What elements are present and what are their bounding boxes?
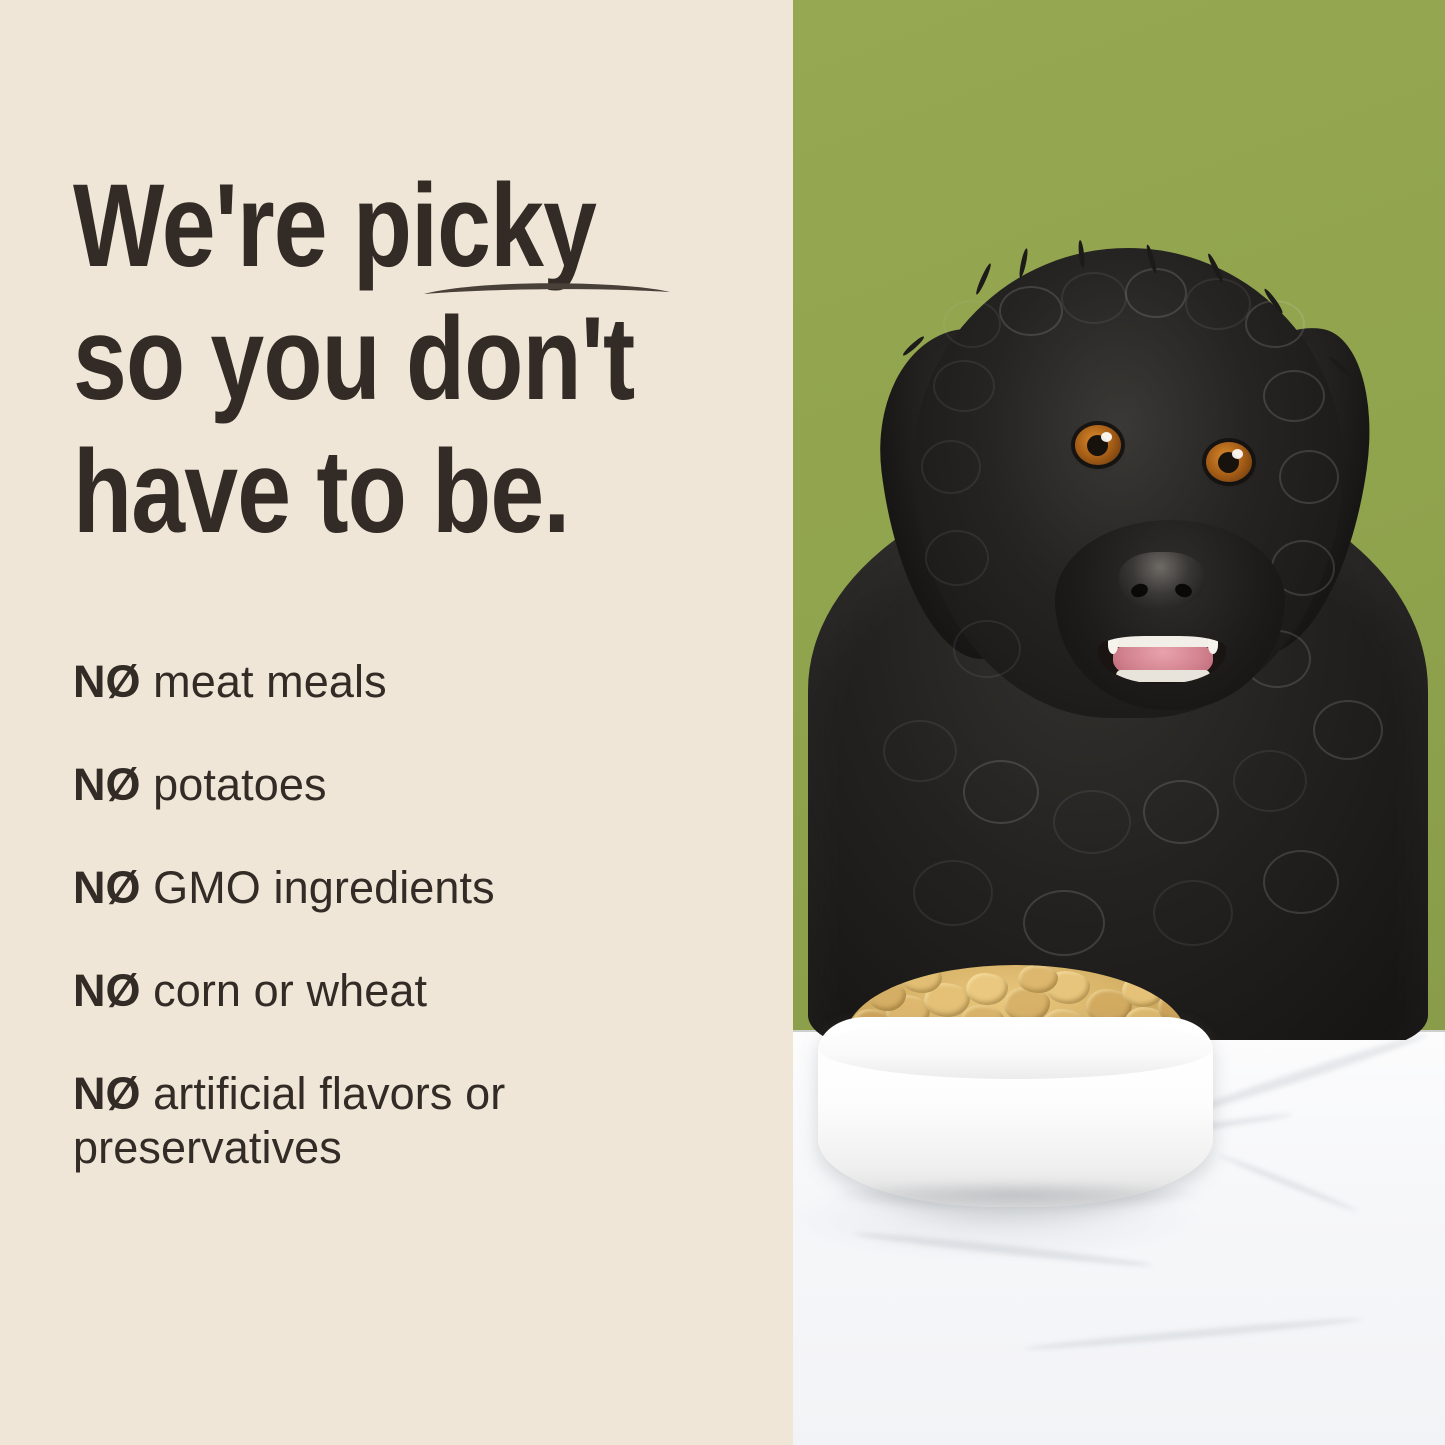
dog-nose [1119, 552, 1205, 610]
claim-prefix: NØ [73, 862, 141, 913]
bowl-rim [818, 1017, 1213, 1079]
claim-prefix: NØ [73, 965, 141, 1016]
claim-text: artificial flavors or preservatives [73, 1068, 506, 1173]
headline-line-2: so you don't [73, 293, 635, 425]
claims-list: NØ meat meals NØ potatoes NØ GMO ingredi… [73, 655, 773, 1175]
claim-text: potatoes [153, 759, 327, 810]
dog-eye-left [1075, 425, 1121, 465]
dog-teeth-lower [1116, 670, 1210, 682]
claim-text: GMO ingredients [153, 862, 495, 913]
list-item: NØ corn or wheat [73, 964, 773, 1018]
page-title: We're picky so you don't have to be. [73, 160, 647, 559]
claim-prefix: NØ [73, 759, 141, 810]
dog-mouth [1098, 636, 1226, 684]
ceramic-bowl [818, 1017, 1213, 1207]
claim-text: meat meals [153, 656, 387, 707]
list-item: NØ meat meals [73, 655, 773, 709]
list-item: NØ artificial flavors or preservatives [73, 1067, 773, 1175]
dog-photo [793, 0, 1445, 1040]
dog-food-bowl [818, 965, 1213, 1210]
product-photo-panel [793, 0, 1445, 1445]
dog-teeth-upper [1110, 636, 1216, 647]
claim-text: corn or wheat [153, 965, 428, 1016]
dog-fang-left [1108, 636, 1118, 654]
headline-line-1: We're picky [73, 160, 597, 292]
claim-prefix: NØ [73, 656, 141, 707]
list-item: NØ GMO ingredients [73, 861, 773, 915]
copy-panel: We're picky so you don't have to be. NØ … [0, 0, 793, 1445]
dog-fang-right [1208, 636, 1218, 654]
headline-line-3: have to be. [73, 426, 570, 558]
bowl-shadow [828, 1180, 1203, 1210]
list-item: NØ potatoes [73, 758, 773, 812]
claim-prefix: NØ [73, 1068, 141, 1119]
dog-eye-right [1206, 442, 1252, 482]
